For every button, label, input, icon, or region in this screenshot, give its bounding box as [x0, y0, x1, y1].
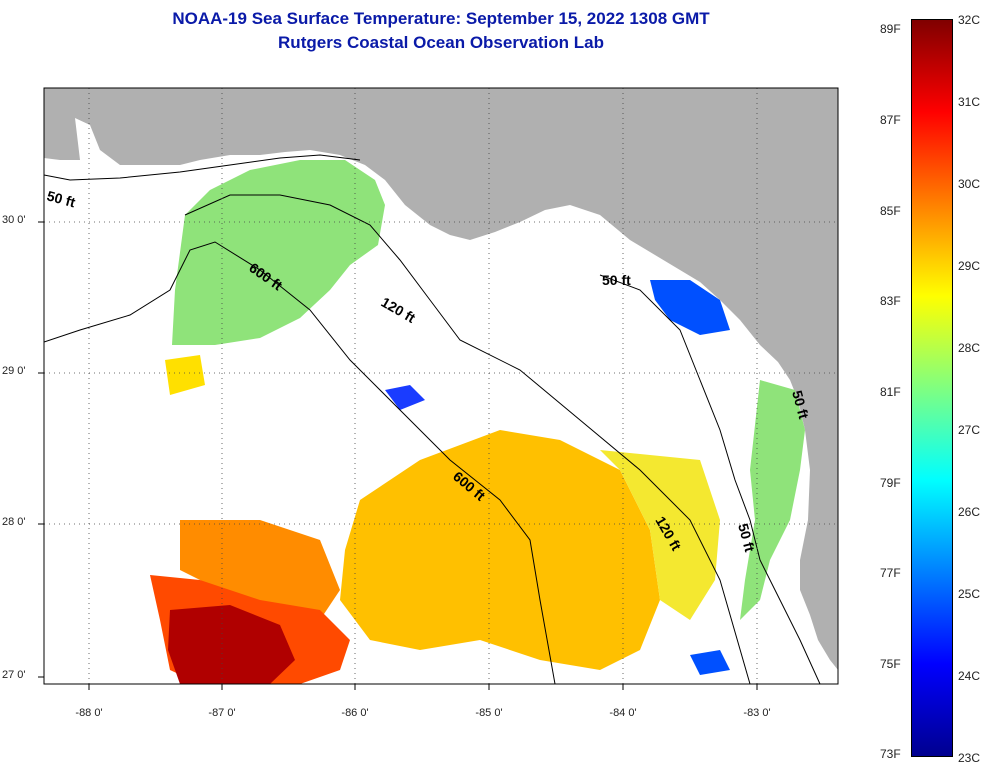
contour-600ft	[44, 241, 556, 684]
contour-label: 50 ft	[45, 187, 77, 210]
colorbar-f-label: 89F	[880, 22, 901, 36]
colorbar-c-label: 28C	[958, 341, 981, 355]
tick-marks	[38, 221, 758, 690]
colorbar-c-label: 29C	[958, 259, 981, 273]
colorbar-c-label: 32C	[958, 13, 981, 27]
lon-label: -85 0'	[475, 707, 503, 719]
map-title: NOAA-19 Sea Surface Temperature: Septemb…	[172, 9, 710, 28]
colorbar-c-label: 26C	[958, 505, 981, 519]
sst-patch-cool-mid	[385, 385, 425, 410]
colorbar-f-label: 73F	[880, 747, 901, 761]
colorbar-f-label: 77F	[880, 566, 901, 580]
sst-data	[150, 160, 805, 684]
sst-patch-west-orange	[180, 520, 340, 620]
colorbar-f-label: 75F	[880, 657, 901, 671]
map-subtitle: Rutgers Coastal Ocean Observation Lab	[278, 33, 604, 52]
contour-label: 50 ft	[735, 522, 758, 554]
contour-120ft	[184, 194, 751, 684]
colorbar-c-label: 30C	[958, 177, 981, 191]
sst-patch-cool-se	[690, 650, 730, 675]
colorbar-f-label: 79F	[880, 476, 901, 490]
sst-patch-cool-nw	[650, 280, 730, 335]
lon-label: -86 0'	[341, 707, 369, 719]
colorbar-c-label: 24C	[958, 669, 981, 683]
sst-patch-hot	[168, 605, 295, 684]
contour-label: 50 ft	[602, 272, 631, 288]
contour-50ft-west	[44, 154, 361, 181]
colorbar-f-label: 83F	[880, 294, 901, 308]
colorbar-c-label: 31C	[958, 95, 981, 109]
colorbar-c-label: 23C	[958, 751, 981, 765]
sst-patch-small-yellow	[165, 355, 205, 395]
land-area	[44, 88, 838, 670]
lat-label: 28 0'	[2, 516, 26, 528]
colorbar-f-label: 85F	[880, 204, 901, 218]
sst-patch-yellow	[600, 450, 720, 620]
sst-patch-south-orange	[340, 430, 660, 670]
lat-label: 30 0'	[2, 214, 26, 226]
lat-label: 29 0'	[2, 365, 26, 377]
lon-label: -88 0'	[75, 707, 103, 719]
colorbar-f-label: 87F	[880, 113, 901, 127]
contour-label: 50 ft	[789, 389, 812, 421]
lon-label: -83 0'	[743, 707, 771, 719]
colorbar-c-label: 27C	[958, 423, 981, 437]
map-border	[43, 87, 839, 685]
depth-contours	[44, 154, 821, 684]
colorbar-f-label: 81F	[880, 385, 901, 399]
lon-label: -87 0'	[208, 707, 236, 719]
sst-patch-east	[740, 380, 805, 620]
lon-label: -84 0'	[609, 707, 637, 719]
colorbar-c-label: 25C	[958, 587, 981, 601]
contour-50ft-east	[599, 274, 821, 684]
lat-label: 27 0'	[2, 669, 26, 681]
temperature-colorbar	[911, 19, 953, 757]
